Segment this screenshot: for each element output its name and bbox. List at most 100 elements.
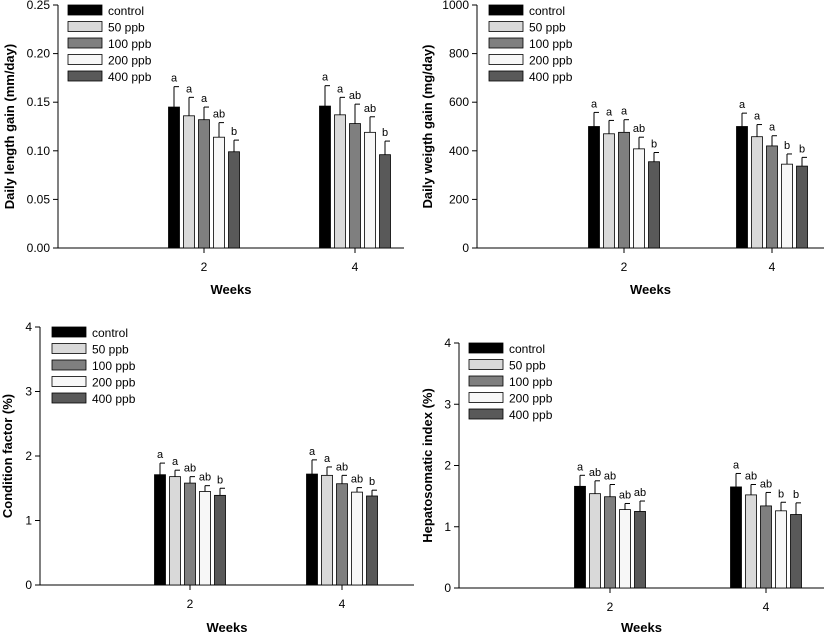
bar-4 [213,136,225,249]
bar-2 [745,494,757,589]
legend-swatch [468,408,504,420]
y-tick-label: 0 [444,581,451,595]
legend-label: 200 ppb [108,54,152,68]
legend-swatch [468,392,504,403]
bar-4 [619,509,631,589]
y-tick-label: 400 [449,144,469,158]
significance-label: a [769,122,776,134]
significance-label: a [172,456,179,468]
bar-5 [228,151,240,249]
significance-label: a [621,106,628,118]
bar-2 [751,136,763,249]
y-tick-label: 0.20 [27,47,51,61]
bar-5 [379,154,391,249]
significance-label: b [778,488,784,500]
significance-label: ab [745,470,757,482]
y-tick-label: 4 [444,336,451,350]
significance-label: ab [633,123,645,135]
legend-swatch [67,21,103,32]
y-axis-label: Daily weigth gain (mg/day) [420,45,435,209]
significance-label: a [739,99,746,111]
bar-1 [736,126,748,249]
legend-label: 200 ppb [529,54,573,68]
bar-5 [648,161,660,249]
y-tick-label: 0.15 [27,95,51,109]
significance-label: b [651,139,657,151]
bar-5 [796,165,808,249]
bar-3 [618,131,630,249]
chart-panel-1: 0.00 0.05 0.10 0.15 0.20 0.25 2 4 Weeks Daily len… [2,0,404,297]
legend-label: 50 ppb [92,343,129,357]
significance-label: a [337,83,344,95]
legend-swatch [468,359,504,370]
x-axis-label: Weeks [630,282,671,297]
x-tick-label: 4 [769,260,776,274]
bar-3 [760,505,772,589]
legend-label: 100 ppb [529,37,573,51]
significance-label: ab [760,478,772,490]
significance-label: ab [349,90,361,102]
significance-label: b [382,127,388,139]
x-axis-label: Weeks [211,282,252,297]
significance-label: ab [364,103,376,115]
significance-label: ab [604,470,616,482]
significance-label: ab [184,463,196,475]
x-tick-label: 4 [763,600,770,614]
legend-label: 100 ppb [108,37,152,51]
legend: control 50 ppb 100 ppb 200 ppb 400 ppb [67,4,152,84]
legend-swatch [488,4,524,16]
x-tick-label: 4 [352,260,359,274]
legend-label: 50 ppb [509,359,546,373]
legend-swatch [51,326,87,338]
bar-5 [790,514,802,589]
bar-2 [334,114,346,249]
bar-1 [574,485,586,589]
legend-label: 100 ppb [92,359,136,373]
legend-swatch [67,70,103,82]
significance-label: b [231,126,237,138]
y-tick-label: 1 [25,514,32,528]
significance-label: a [754,111,761,123]
bar-2 [183,115,195,249]
bar-4 [364,131,376,249]
y-tick-label: 1000 [442,0,469,12]
y-axis-label: Condition factor (%) [0,394,15,518]
legend-swatch [51,343,87,354]
legend-label: 200 ppb [509,392,553,406]
bar-3 [184,482,196,586]
y-tick-label: 3 [25,385,32,399]
significance-label: a [324,453,331,465]
legend-label: 400 ppb [509,408,553,422]
legend-label: 400 ppb [529,70,573,84]
y-tick-label: 600 [449,95,469,109]
significance-label: b [217,474,223,486]
y-tick-label: 2 [25,449,32,463]
y-tick-label: 0.10 [27,144,51,158]
bar-4 [199,491,211,586]
significance-label: a [157,449,164,461]
significance-label: b [369,476,375,488]
y-tick-label: 0.00 [27,241,51,255]
significance-label: ab [336,461,348,473]
x-tick-label: 4 [339,597,346,611]
bar-1 [154,474,166,586]
x-tick-label: 2 [201,260,208,274]
legend-swatch [67,37,103,49]
y-axis-label: Daily length gain (mm/day) [2,44,17,209]
significance-label: ab [213,109,225,121]
bar-3 [604,496,616,589]
significance-label: a [201,93,208,105]
legend-swatch [488,21,524,32]
significance-label: a [733,459,740,471]
significance-label: a [186,83,193,95]
significance-label: a [591,98,598,110]
legend-swatch [51,376,87,387]
legend: control 50 ppb 100 ppb 200 ppb 400 ppb [468,342,553,422]
significance-label: b [793,489,799,501]
bar-5 [366,495,378,586]
significance-label: a [606,106,613,118]
y-tick-label: 0.05 [27,192,51,206]
bar-2 [603,133,615,249]
legend-swatch [488,54,524,65]
